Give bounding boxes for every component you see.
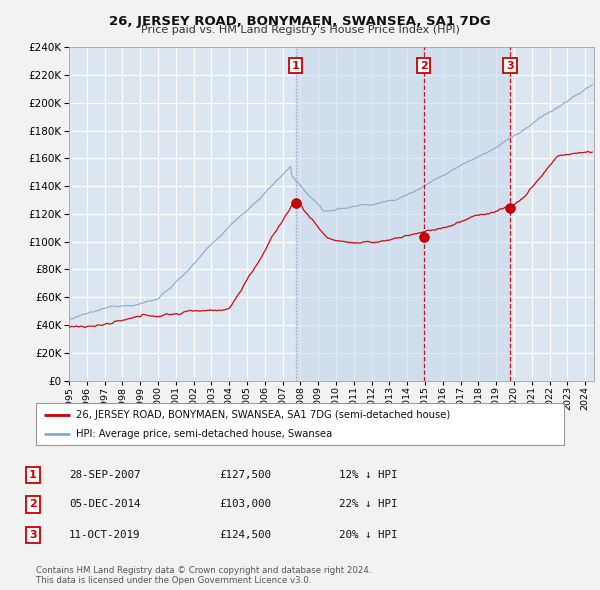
Text: 26, JERSEY ROAD, BONYMAEN, SWANSEA, SA1 7DG: 26, JERSEY ROAD, BONYMAEN, SWANSEA, SA1 … — [109, 15, 491, 28]
Text: 3: 3 — [29, 530, 37, 540]
Text: £103,000: £103,000 — [219, 500, 271, 509]
Text: 3: 3 — [506, 61, 514, 71]
Text: £127,500: £127,500 — [219, 470, 271, 480]
Text: 22% ↓ HPI: 22% ↓ HPI — [339, 500, 397, 509]
Text: 2: 2 — [419, 61, 427, 71]
Text: 05-DEC-2014: 05-DEC-2014 — [69, 500, 140, 509]
Text: 12% ↓ HPI: 12% ↓ HPI — [339, 470, 397, 480]
Text: 28-SEP-2007: 28-SEP-2007 — [69, 470, 140, 480]
Text: Price paid vs. HM Land Registry's House Price Index (HPI): Price paid vs. HM Land Registry's House … — [140, 25, 460, 35]
Text: 2: 2 — [29, 500, 37, 509]
Text: Contains HM Land Registry data © Crown copyright and database right 2024.
This d: Contains HM Land Registry data © Crown c… — [36, 566, 371, 585]
Text: £124,500: £124,500 — [219, 530, 271, 540]
Text: 1: 1 — [29, 470, 37, 480]
Text: HPI: Average price, semi-detached house, Swansea: HPI: Average price, semi-detached house,… — [76, 428, 332, 438]
Text: 11-OCT-2019: 11-OCT-2019 — [69, 530, 140, 540]
Text: 26, JERSEY ROAD, BONYMAEN, SWANSEA, SA1 7DG (semi-detached house): 26, JERSEY ROAD, BONYMAEN, SWANSEA, SA1 … — [76, 410, 450, 420]
Text: 20% ↓ HPI: 20% ↓ HPI — [339, 530, 397, 540]
Bar — [296, 47, 510, 381]
Text: 1: 1 — [292, 61, 299, 71]
